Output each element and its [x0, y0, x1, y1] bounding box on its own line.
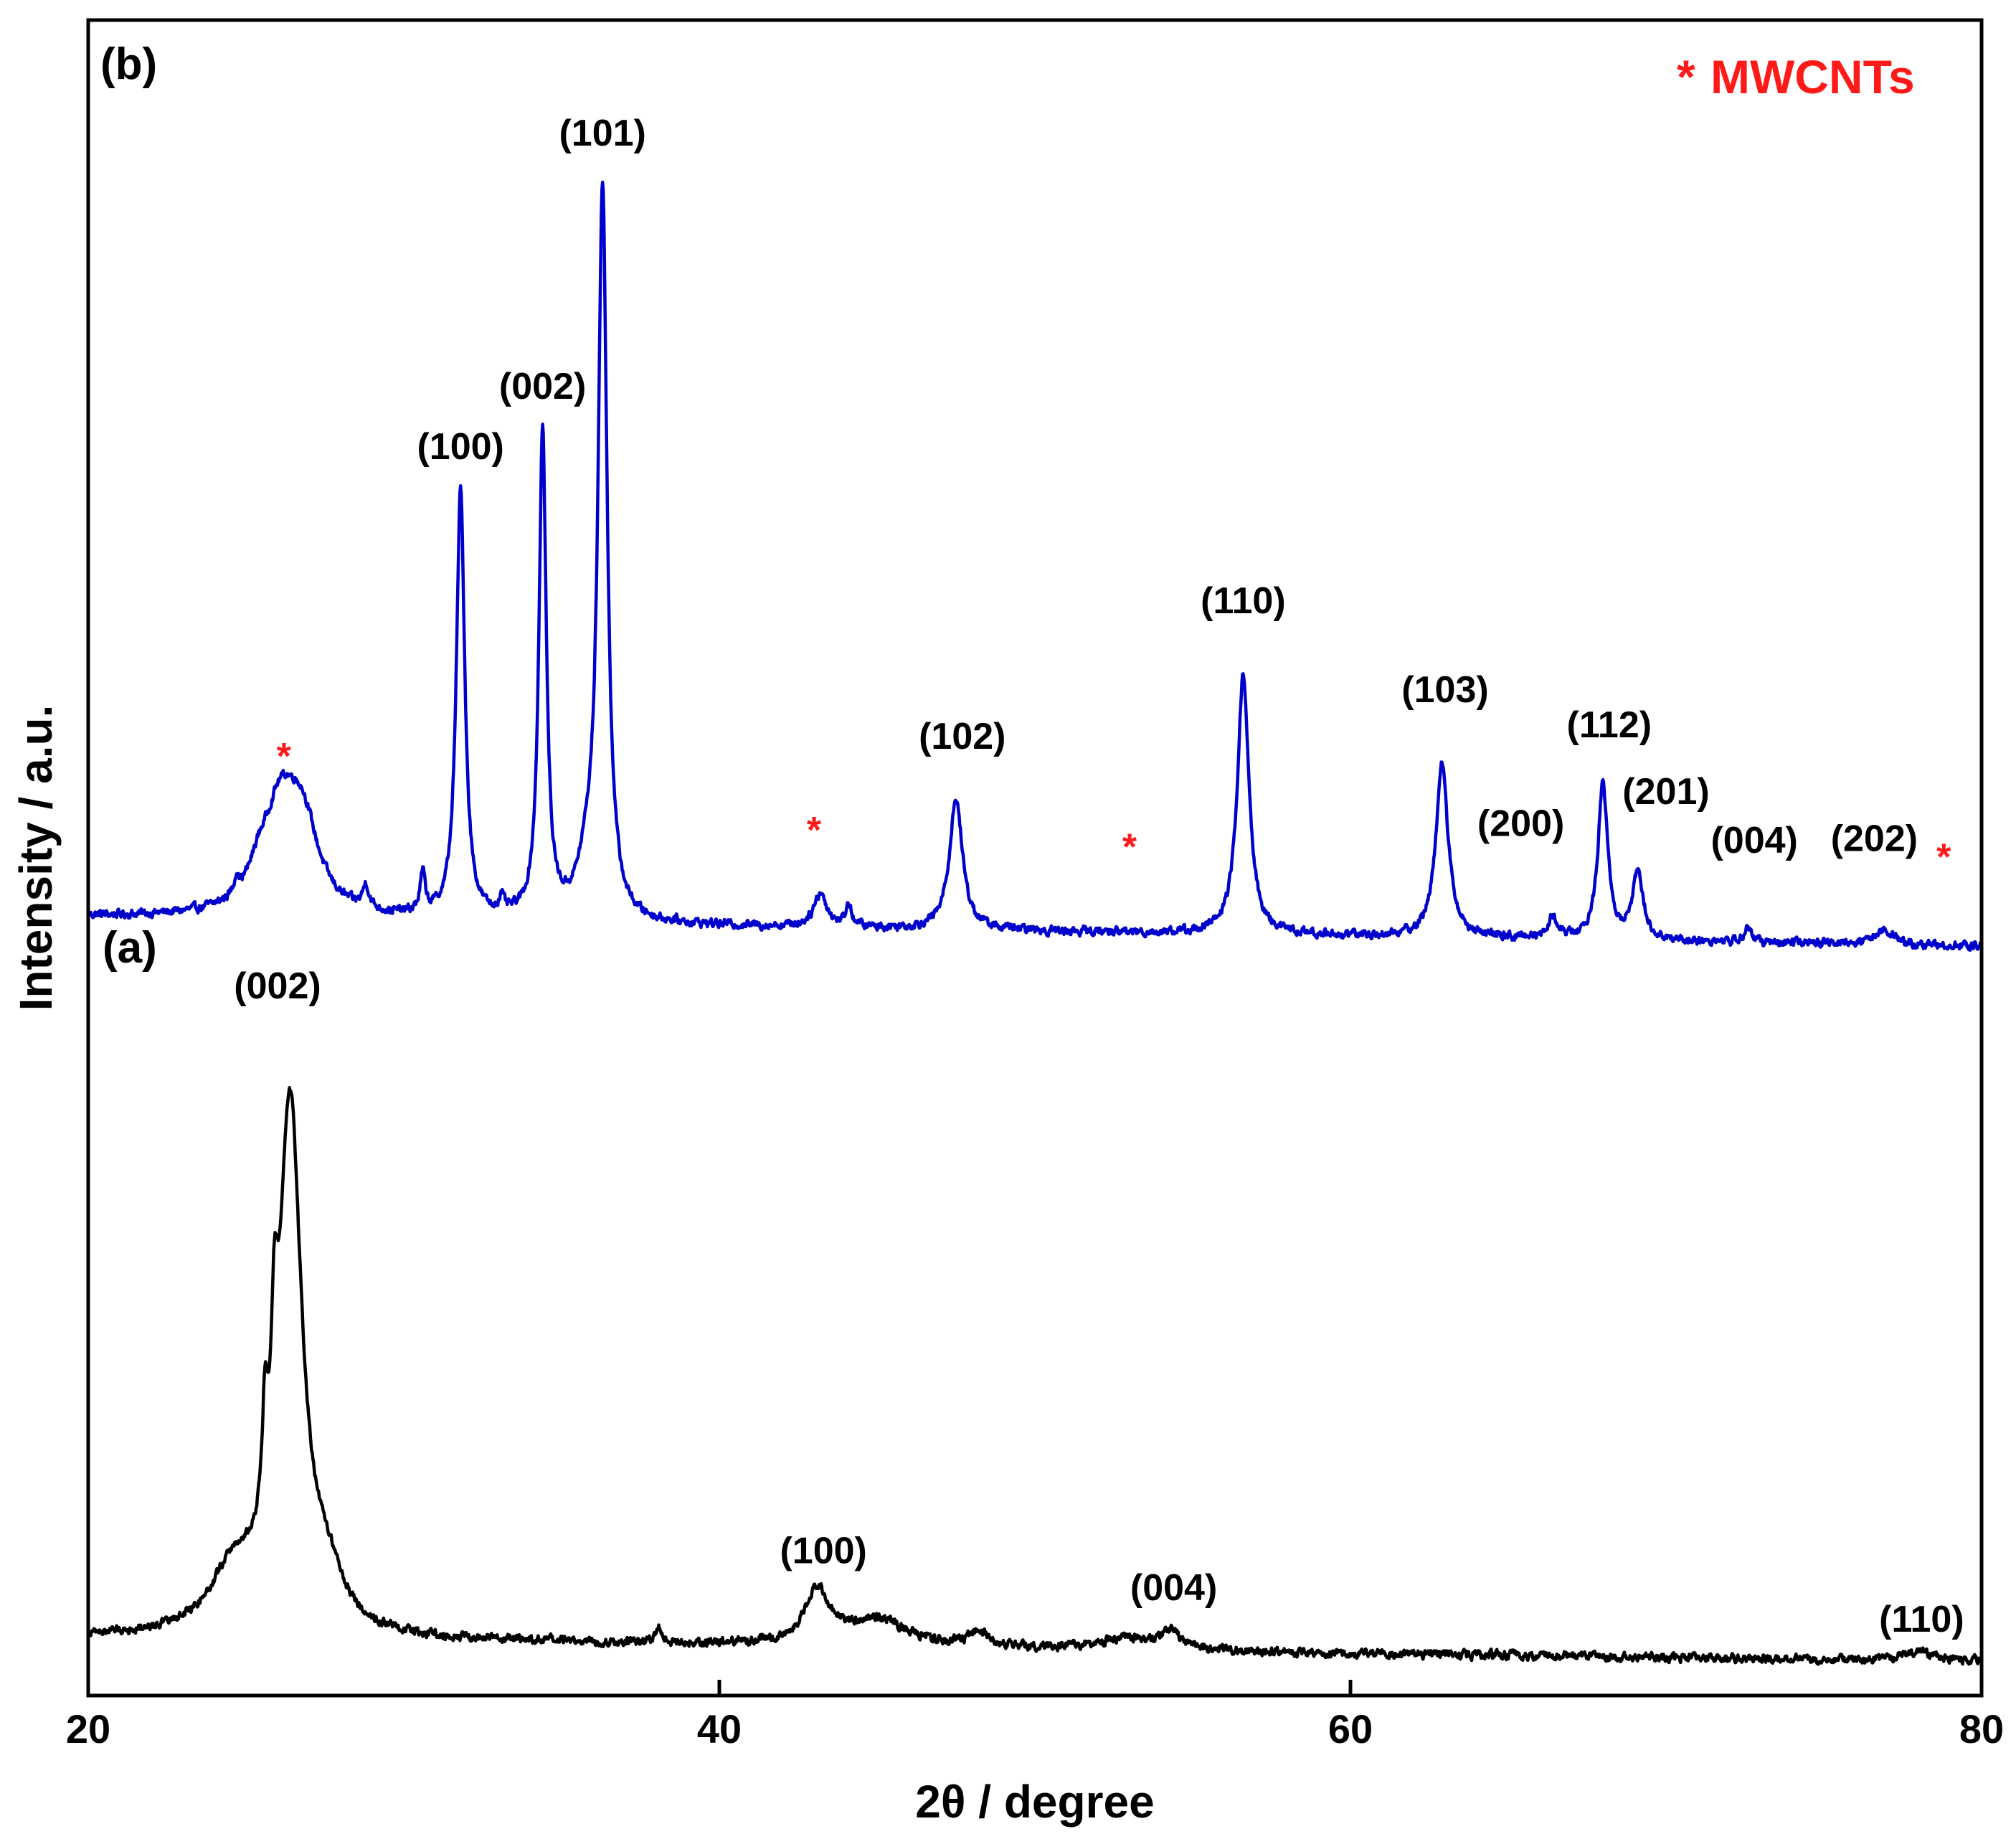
x-axis: 20 40 60 80 — [66, 1680, 2004, 1751]
x-tick-label-80: 80 — [1959, 1706, 2004, 1751]
peak-label: (200) — [1477, 803, 1564, 845]
peak-label: (004) — [1710, 820, 1797, 861]
legend-label: MWCNTs — [1710, 50, 1915, 103]
series-line-a — [86, 1086, 1984, 1666]
legend: * MWCNTs — [1677, 50, 1915, 103]
peak-label: (100) — [780, 1530, 866, 1571]
panel-label-b: (b) — [100, 39, 157, 89]
annotation-layer: (100) (002) (101) (102) (110) (103) (200) (112)… — [234, 113, 1964, 1640]
plot-area — [86, 180, 1984, 1666]
legend-marker: * — [1677, 50, 1695, 103]
peak-label: (103) — [1401, 669, 1488, 711]
peak-label: (102) — [919, 716, 1005, 757]
mwcnt-marker: * — [1122, 826, 1137, 868]
y-axis-title: Intensity / a.u. — [10, 705, 62, 1011]
x-tick-label-60: 60 — [1328, 1706, 1373, 1751]
x-axis-title: 2θ / degree — [915, 1776, 1154, 1828]
mwcnt-marker: * — [277, 736, 292, 777]
peak-label: (100) — [417, 426, 503, 468]
mwcnt-marker: * — [807, 810, 822, 851]
peak-label: (002) — [499, 366, 586, 407]
x-tick-label-40: 40 — [697, 1706, 742, 1751]
peak-label: (002) — [234, 965, 321, 1007]
peak-label: (202) — [1831, 818, 1918, 860]
mwcnt-marker: * — [1936, 836, 1951, 878]
peak-label: (101) — [559, 113, 645, 154]
peak-label: (110) — [1879, 1599, 1964, 1640]
peak-label: (112) — [1567, 704, 1652, 746]
peak-label: (201) — [1622, 771, 1709, 813]
series-line-b — [86, 180, 1984, 952]
peak-label: (004) — [1130, 1567, 1217, 1609]
x-tick-label-20: 20 — [66, 1706, 110, 1751]
plot-frame — [86, 18, 1984, 1698]
panel-label-a: (a) — [103, 923, 157, 973]
peak-label: (110) — [1201, 580, 1286, 622]
